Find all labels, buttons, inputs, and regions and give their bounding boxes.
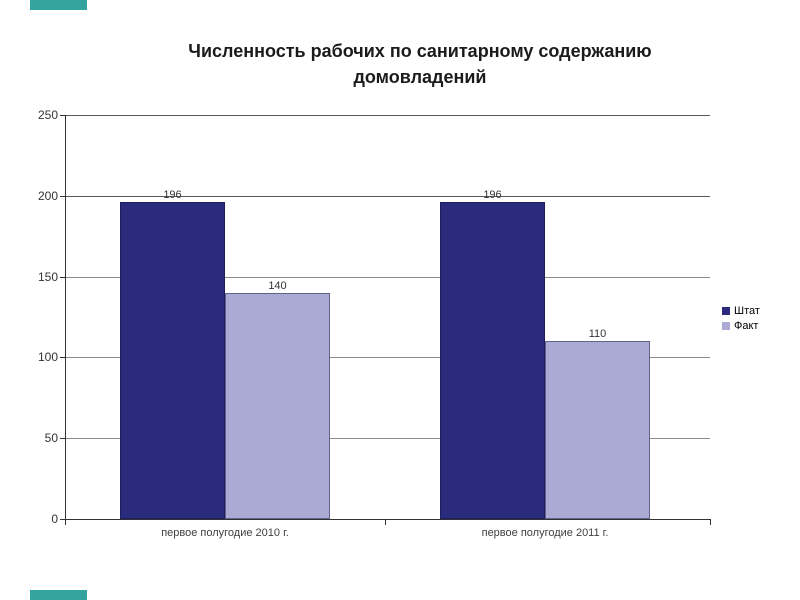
bar-fakt-group1 <box>545 341 650 519</box>
y-tickmark-100 <box>60 357 65 358</box>
value-label-fakt-group0: 140 <box>268 280 287 292</box>
category-label-group0: первое полугодие 2010 г. <box>161 527 289 539</box>
legend-item-fakt: Факт <box>722 320 760 332</box>
y-tickmark-250 <box>60 115 65 116</box>
bar-shtat-group0 <box>120 202 225 519</box>
gridline-y50 <box>65 438 710 439</box>
gridline-y200 <box>65 196 710 197</box>
y-tickmark-0 <box>60 519 65 520</box>
bar-fakt-group0 <box>225 293 330 519</box>
y-tick-label-50: 50 <box>44 431 58 445</box>
gridline-y100 <box>65 357 710 358</box>
legend-swatch-fakt <box>722 322 730 330</box>
y-tickmark-150 <box>60 277 65 278</box>
gridline-y250 <box>65 115 710 116</box>
x-tickmark-0 <box>65 519 66 525</box>
gridline-y150 <box>65 277 710 278</box>
y-tickmark-50 <box>60 438 65 439</box>
y-tick-label-150: 150 <box>37 270 58 284</box>
legend-label-fakt: Факт <box>734 320 759 332</box>
y-tick-label-200: 200 <box>37 189 58 203</box>
slide-accent-bar-bottom <box>30 590 87 600</box>
legend-label-shtat: Штат <box>734 305 760 317</box>
bar-shtat-group1 <box>440 202 545 519</box>
value-label-fakt-group1: 110 <box>588 328 607 340</box>
x-tickmark-2 <box>710 519 711 525</box>
value-label-shtat-group1: 196 <box>483 189 502 201</box>
x-tickmark-1 <box>385 519 386 525</box>
y-tickmark-200 <box>60 196 65 197</box>
legend-item-shtat: Штат <box>722 305 760 317</box>
slide-accent-bar-top <box>30 0 87 10</box>
gridline-y0 <box>65 519 710 520</box>
y-tick-label-100: 100 <box>37 350 58 364</box>
chart-title: Численность рабочих по санитарному содер… <box>188 41 652 87</box>
category-label-group1: первое полугодие 2011 г. <box>481 527 609 539</box>
chart-legend: Штат Факт <box>722 305 760 335</box>
value-label-shtat-group0: 196 <box>163 189 182 201</box>
y-tick-label-0: 0 <box>51 512 58 526</box>
y-axis-line <box>65 115 66 520</box>
y-tick-label-250: 250 <box>37 108 58 122</box>
legend-swatch-shtat <box>722 307 730 315</box>
